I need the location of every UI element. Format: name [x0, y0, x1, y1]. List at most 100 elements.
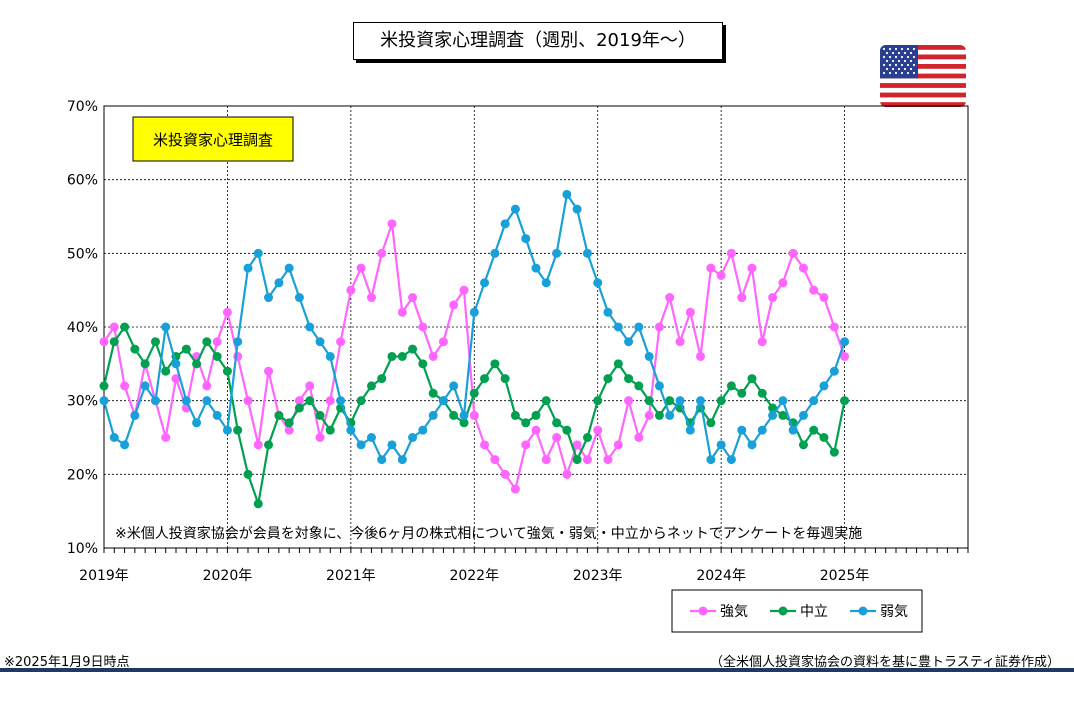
data-point [706, 455, 716, 465]
data-point [819, 433, 829, 442]
data-point [778, 278, 788, 288]
data-point [541, 455, 551, 465]
data-point [510, 484, 520, 494]
legend-swatch-marker [698, 606, 708, 616]
data-point [644, 396, 654, 406]
legend-swatch-marker [858, 606, 868, 616]
series-group [99, 189, 850, 509]
data-point [120, 381, 130, 391]
data-point [737, 293, 747, 303]
data-point [582, 248, 592, 258]
data-point [366, 381, 376, 391]
data-point [500, 374, 510, 384]
data-point [562, 189, 572, 199]
data-point [624, 374, 634, 384]
data-point [562, 425, 572, 435]
data-point [418, 359, 428, 369]
data-point [449, 300, 459, 310]
data-point [109, 337, 119, 347]
data-point [798, 410, 808, 420]
data-point [829, 447, 839, 457]
data-point [665, 396, 675, 406]
data-point [243, 263, 253, 273]
data-point [253, 499, 263, 509]
data-point [346, 285, 356, 295]
legend-label: 強気 [720, 604, 748, 620]
data-point [150, 396, 160, 406]
data-point [202, 396, 212, 406]
data-point [449, 381, 459, 391]
data-point [305, 396, 315, 406]
y-tick-label: 40% [67, 320, 98, 336]
data-point [161, 433, 171, 442]
y-tick-label: 70% [67, 99, 98, 115]
data-point [356, 440, 366, 450]
data-point [397, 455, 407, 465]
data-point [192, 418, 202, 428]
data-point [366, 433, 376, 442]
data-point [294, 293, 304, 303]
data-point [161, 322, 171, 332]
data-point [788, 425, 798, 435]
data-point [243, 396, 253, 406]
data-point [654, 322, 664, 332]
data-point [222, 366, 232, 376]
data-point [387, 440, 397, 450]
data-point [305, 381, 315, 391]
data-point [696, 351, 706, 361]
data-point [140, 381, 150, 391]
data-point [634, 322, 644, 332]
data-point [274, 278, 284, 288]
data-point [480, 278, 490, 288]
x-tick-labels: 2019年 2020年 2021年 2022年 2023年 2024年 2025年 [79, 568, 869, 584]
data-point [161, 366, 171, 376]
data-point [500, 219, 510, 229]
data-point [726, 248, 736, 258]
data-point [521, 418, 531, 428]
data-point [181, 396, 191, 406]
data-point [634, 433, 644, 442]
data-point [408, 433, 418, 442]
data-point [798, 263, 808, 273]
data-point [253, 440, 263, 450]
data-point [603, 455, 613, 465]
data-point [716, 396, 726, 406]
data-point [726, 381, 736, 391]
legend: 強気 中立 弱気 [671, 589, 923, 633]
data-point [788, 248, 798, 258]
x-tick-label: 2020年 [203, 568, 253, 584]
data-point [665, 410, 675, 420]
data-point [284, 418, 294, 428]
data-point [809, 396, 819, 406]
data-point [377, 455, 387, 465]
x-tick-label: 2025年 [820, 568, 870, 584]
data-point [222, 425, 232, 435]
y-tick-label: 50% [67, 246, 98, 262]
data-point [459, 285, 469, 295]
data-point [366, 293, 376, 303]
data-point [469, 307, 479, 317]
data-point [665, 293, 675, 303]
note-box-label: 米投資家心理調査 [153, 131, 273, 149]
us-flag-icon [880, 45, 966, 107]
x-tick-label: 2024年 [696, 568, 746, 584]
data-point [582, 455, 592, 465]
data-point [490, 455, 500, 465]
data-point [716, 270, 726, 280]
data-point [305, 322, 315, 332]
data-point [768, 293, 778, 303]
data-point [212, 410, 222, 420]
data-point [613, 359, 623, 369]
y-tick-label: 30% [67, 394, 98, 410]
data-point [829, 322, 839, 332]
data-point [356, 263, 366, 273]
data-point [521, 234, 531, 244]
data-point [397, 351, 407, 361]
data-point [130, 410, 140, 420]
data-point [706, 263, 716, 273]
data-point [603, 374, 613, 384]
legend-label: 弱気 [880, 604, 908, 620]
data-point [171, 374, 181, 384]
data-point [716, 440, 726, 450]
data-point [346, 425, 356, 435]
